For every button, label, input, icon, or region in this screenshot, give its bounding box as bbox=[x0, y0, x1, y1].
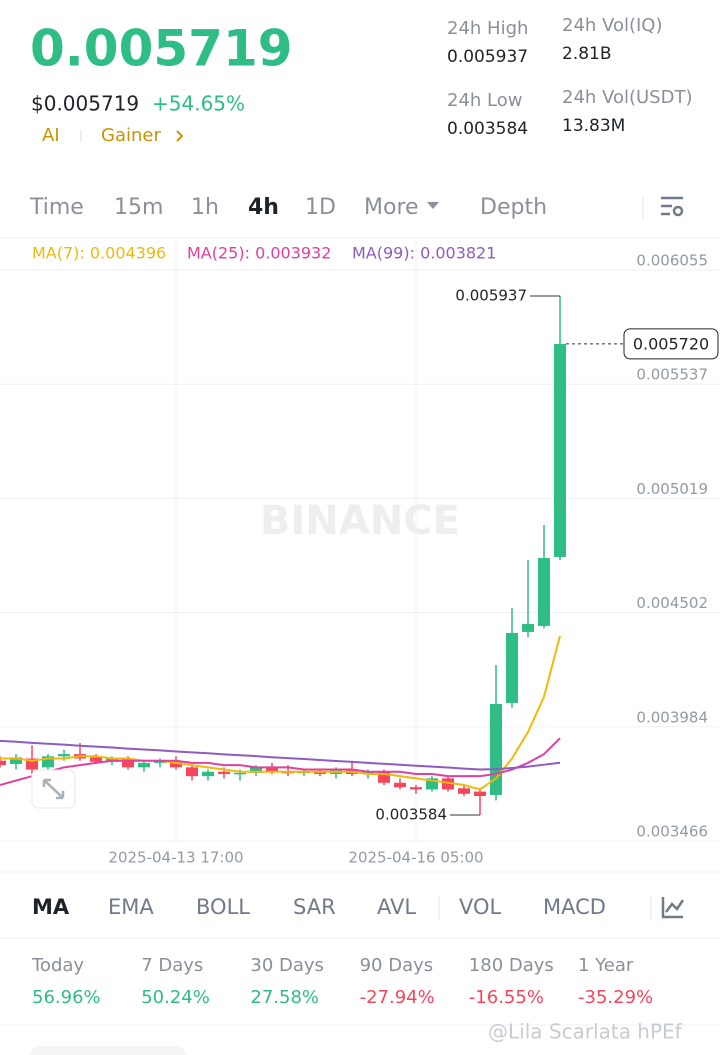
candle-body bbox=[170, 760, 182, 768]
button[interactable] bbox=[30, 1046, 186, 1055]
y-tick-label: 0.005019 bbox=[636, 480, 708, 498]
candle-body bbox=[138, 762, 150, 768]
watermark: BINANCE bbox=[260, 498, 460, 544]
tab[interactable]: Depth bbox=[480, 195, 547, 220]
period-value: 56.96% bbox=[32, 987, 101, 1008]
candle-body bbox=[10, 757, 22, 765]
dropdown-icon bbox=[427, 202, 439, 209]
period-label: 7 Days bbox=[141, 955, 203, 976]
indicator[interactable]: VOL bbox=[459, 895, 502, 919]
performance: Today 56.96% 7 Days 50.24% 30 Days 27.58% 90 D… bbox=[31, 955, 653, 1008]
candle-body bbox=[250, 767, 262, 773]
tab[interactable]: 1D bbox=[305, 195, 336, 220]
x-tick-label: 2025-04-13 17:00 bbox=[108, 849, 243, 867]
period-value: -16.55% bbox=[469, 987, 544, 1008]
y-tick-label: 0.003466 bbox=[636, 823, 708, 841]
y-tick-label: 0.003984 bbox=[636, 708, 708, 726]
legend-entry: MA(7): 0.004396 bbox=[32, 244, 166, 263]
credit: @Lila Scarlata hPEf bbox=[488, 1020, 683, 1044]
legend-entry: MA(99): 0.003821 bbox=[352, 244, 496, 263]
period-label: Today bbox=[31, 955, 84, 976]
candle-body bbox=[26, 758, 38, 770]
tab[interactable]: 1h bbox=[191, 195, 219, 220]
price-label: 0.005720 bbox=[633, 334, 709, 353]
candle-body bbox=[218, 771, 230, 774]
tag[interactable]: AI bbox=[42, 125, 60, 146]
tab[interactable]: More bbox=[364, 195, 419, 220]
settings-icon[interactable] bbox=[661, 196, 684, 217]
period-label: 180 Days bbox=[469, 955, 554, 976]
stat-value: 0.003584 bbox=[447, 119, 528, 139]
stat-value: 2.81B bbox=[562, 44, 612, 64]
stat-label: 24h Low bbox=[447, 90, 522, 111]
legend-entry: MA(25): 0.003932 bbox=[187, 244, 331, 263]
candle-body bbox=[426, 778, 438, 790]
period-value: -27.94% bbox=[360, 987, 435, 1008]
indicator[interactable]: BOLL bbox=[196, 895, 250, 919]
period-label: 30 Days bbox=[250, 955, 324, 976]
indicator-active[interactable]: MA bbox=[32, 895, 70, 919]
ma-line bbox=[0, 739, 561, 771]
high-annotation: 0.005937 bbox=[455, 287, 527, 305]
candle-body bbox=[522, 623, 534, 632]
tag[interactable]: Gainer bbox=[101, 125, 161, 146]
candle-body bbox=[314, 771, 326, 774]
indicator[interactable]: AVL bbox=[377, 895, 416, 919]
candle-body bbox=[378, 771, 390, 783]
stat-label: 24h High bbox=[447, 18, 528, 39]
x-tick-label: 2025-04-16 05:00 bbox=[348, 849, 483, 867]
indicator-settings[interactable] bbox=[661, 897, 685, 919]
period-value: 27.58% bbox=[250, 987, 319, 1008]
candle-body bbox=[410, 787, 422, 790]
candle-body bbox=[458, 788, 470, 794]
candle-body bbox=[154, 760, 166, 763]
chart: 0.006055 0.005537 0.005019 0.004502 0.003984… bbox=[0, 240, 720, 867]
y-tick-label: 0.005537 bbox=[636, 366, 708, 384]
candle-body bbox=[506, 633, 518, 703]
candle-body bbox=[362, 771, 374, 774]
candle-body bbox=[122, 758, 134, 768]
period-value: 50.24% bbox=[141, 987, 210, 1008]
stat-value: 13.83M bbox=[562, 116, 625, 136]
stat-value: 0.005937 bbox=[447, 47, 528, 67]
candle-body bbox=[0, 760, 6, 766]
period-value: -35.29% bbox=[578, 987, 653, 1008]
tab-active[interactable]: 4h bbox=[248, 195, 279, 220]
candle-body bbox=[266, 767, 278, 772]
candle-body bbox=[474, 791, 486, 797]
indicator[interactable]: EMA bbox=[108, 895, 154, 919]
candle-body bbox=[58, 754, 70, 757]
candle-body bbox=[42, 756, 54, 768]
period-label: 1 Year bbox=[578, 955, 634, 976]
ma-line bbox=[0, 635, 561, 791]
candle-body bbox=[442, 778, 454, 790]
candle-body bbox=[202, 771, 214, 777]
indicator[interactable]: MACD bbox=[543, 895, 606, 919]
stat-label: 24h Vol(IQ) bbox=[562, 15, 663, 36]
indicator[interactable]: SAR bbox=[293, 895, 336, 919]
price-box bbox=[623, 328, 719, 360]
ma-line bbox=[0, 737, 561, 786]
candle-body bbox=[538, 558, 550, 626]
expand-icon bbox=[42, 778, 65, 800]
usd-price: $0.005719 bbox=[31, 92, 139, 116]
candle-body bbox=[554, 343, 566, 557]
tab[interactable]: 15m bbox=[114, 195, 163, 220]
tab[interactable]: Time bbox=[29, 195, 84, 220]
y-tick-label: 0.004502 bbox=[636, 594, 708, 612]
change: +54.65% bbox=[152, 92, 245, 116]
price: 0.005719 bbox=[30, 20, 293, 78]
candle-body bbox=[186, 767, 198, 777]
y-tick-label: 0.006055 bbox=[636, 252, 708, 270]
candle-body bbox=[394, 782, 406, 788]
candle-body bbox=[90, 757, 102, 762]
low-annotation: 0.003584 bbox=[375, 805, 447, 823]
period-label: 90 Days bbox=[360, 955, 434, 976]
candle-body bbox=[234, 772, 246, 775]
stat-label: 24h Vol(USDT) bbox=[562, 87, 692, 108]
chevron bbox=[176, 130, 184, 142]
